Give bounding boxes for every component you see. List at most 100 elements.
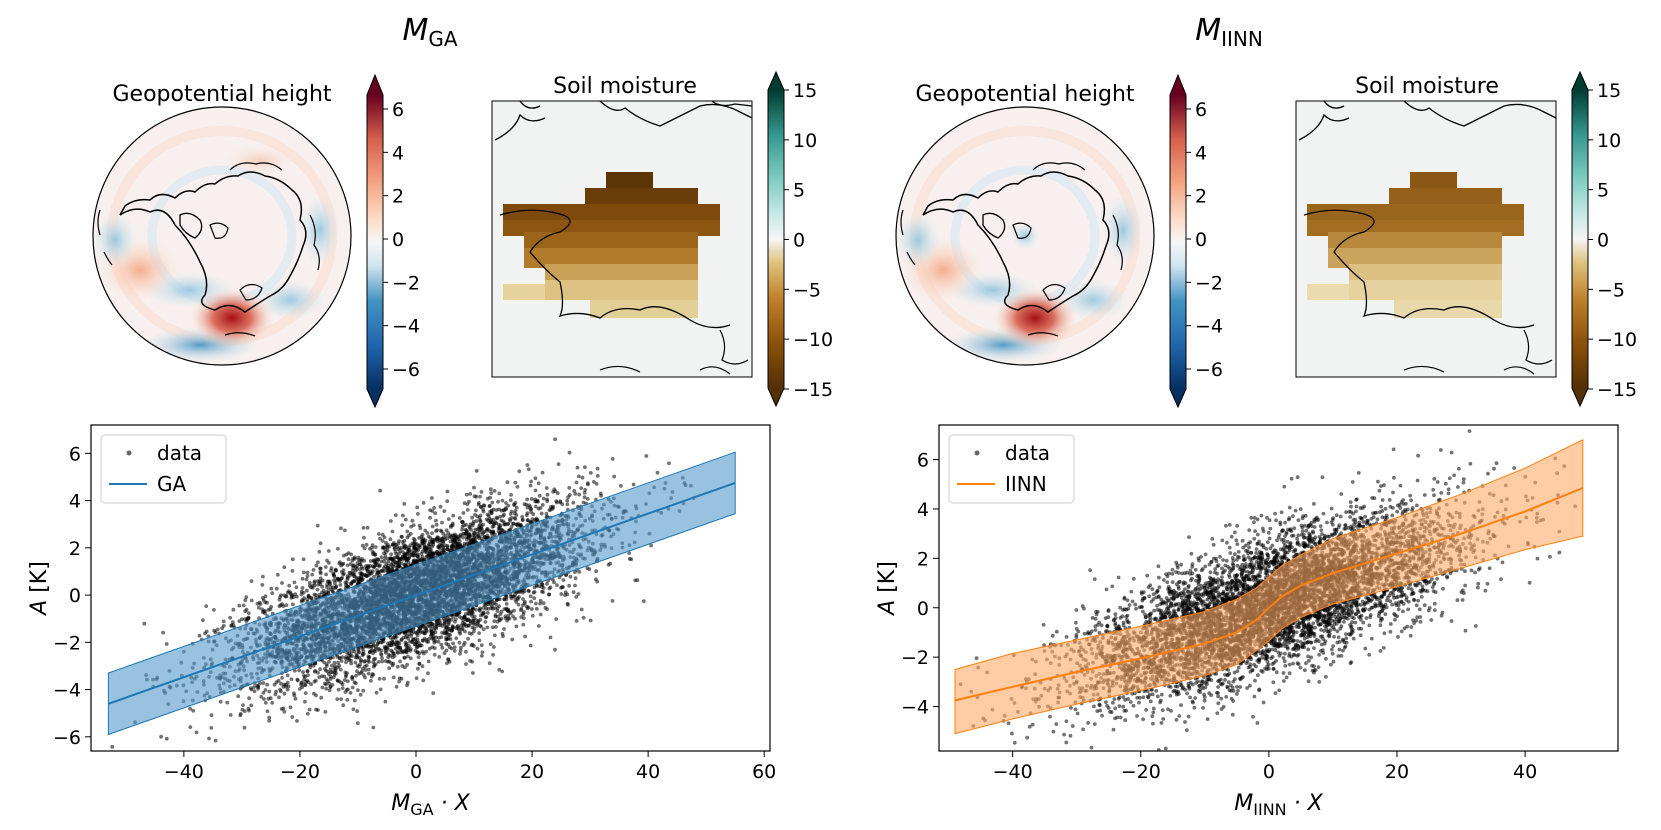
data-point — [503, 506, 508, 511]
data-point — [334, 568, 339, 573]
data-point — [352, 579, 357, 584]
data-point — [364, 663, 369, 668]
data-point — [361, 673, 366, 677]
data-point — [561, 578, 566, 582]
data-point — [440, 646, 445, 650]
data-point — [345, 679, 350, 684]
data-point — [579, 486, 584, 490]
data-point — [323, 565, 328, 569]
data-point — [201, 618, 205, 623]
panel-ga: MGA Geopotential height — [27, 13, 833, 819]
data-point — [349, 661, 354, 666]
data-point — [417, 523, 422, 528]
data-point — [343, 656, 348, 661]
data-point — [460, 626, 465, 631]
data-point — [389, 519, 393, 523]
data-point — [408, 531, 413, 536]
data-point — [392, 547, 397, 551]
data-point — [360, 543, 365, 548]
data-point — [480, 650, 485, 655]
data-point — [377, 646, 381, 651]
data-point — [582, 495, 587, 500]
data-point — [559, 592, 564, 596]
data-point — [295, 719, 299, 723]
data-point — [303, 680, 308, 684]
data-point — [194, 730, 199, 735]
data-point — [467, 499, 471, 504]
data-point — [521, 610, 526, 614]
data-point — [249, 703, 254, 708]
data-point — [574, 595, 579, 599]
data-point — [397, 546, 402, 550]
data-point — [366, 667, 371, 672]
data-point — [376, 557, 380, 562]
data-point — [440, 520, 444, 525]
data-point — [505, 480, 510, 485]
data-point — [408, 647, 413, 651]
data-point — [537, 624, 541, 628]
data-point — [627, 551, 632, 555]
data-point — [344, 660, 348, 665]
data-point — [430, 622, 435, 626]
data-point — [161, 630, 166, 635]
data-point — [164, 642, 169, 646]
data-point — [305, 574, 310, 578]
data-point — [317, 549, 322, 554]
data-point — [244, 595, 249, 599]
data-point — [249, 687, 254, 692]
data-point — [303, 683, 308, 687]
data-point — [397, 539, 401, 543]
data-point — [440, 630, 444, 635]
data-point — [525, 463, 530, 467]
data-point — [479, 490, 484, 494]
data-point — [438, 623, 443, 628]
data-point — [363, 668, 368, 672]
data-point — [294, 585, 299, 590]
data-point — [492, 633, 497, 638]
data-point — [377, 677, 382, 681]
data-point — [364, 542, 369, 547]
data-point — [431, 691, 436, 695]
data-point — [230, 620, 235, 625]
data-point — [405, 535, 410, 540]
data-point — [449, 646, 454, 651]
data-point — [533, 504, 538, 509]
data-point — [241, 703, 245, 707]
data-point — [398, 565, 402, 569]
data-point — [373, 545, 378, 549]
data-point — [429, 629, 433, 633]
data-point — [553, 437, 557, 442]
data-point — [583, 487, 587, 492]
data-point — [592, 480, 596, 484]
data-point — [472, 485, 476, 490]
data-point — [552, 580, 556, 585]
data-point — [534, 601, 538, 606]
data-point — [259, 694, 264, 699]
data-point — [395, 664, 400, 669]
data-point — [523, 634, 527, 639]
data-point — [404, 646, 409, 651]
data-point — [260, 583, 265, 587]
data-point — [361, 652, 366, 656]
data-point — [282, 691, 287, 696]
data-point — [528, 643, 533, 648]
colorbar-tick-label: −4 — [392, 316, 420, 338]
data-point — [472, 494, 477, 499]
data-point — [502, 627, 506, 631]
data-point — [282, 565, 287, 570]
data-point — [345, 698, 350, 702]
data-point — [426, 659, 431, 664]
data-point — [221, 619, 226, 624]
data-point — [320, 584, 325, 589]
data-point — [492, 645, 496, 649]
data-point — [316, 582, 321, 587]
data-point — [508, 498, 513, 502]
data-point — [610, 599, 615, 603]
data-point — [432, 626, 437, 630]
data-point — [528, 483, 533, 488]
data-point — [469, 631, 474, 636]
data-point — [402, 502, 407, 506]
data-point — [553, 647, 557, 652]
data-point — [573, 492, 578, 496]
data-point — [330, 683, 335, 687]
